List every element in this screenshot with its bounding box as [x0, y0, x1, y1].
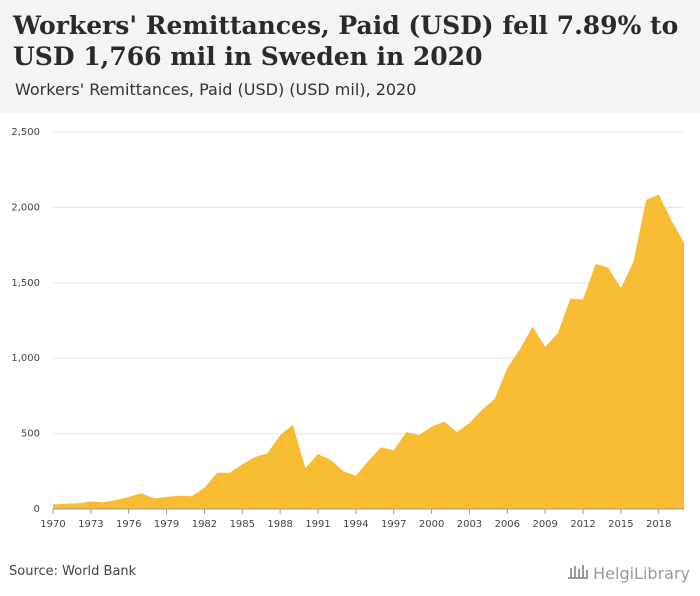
y-tick-label: 2,500 [11, 127, 40, 138]
header-banner: Workers' Remittances, Paid (USD) fell 7.… [0, 0, 700, 113]
series-area [53, 194, 684, 509]
x-tick-label: 1985 [230, 519, 255, 530]
y-tick-label: 0 [34, 504, 40, 515]
y-tick-label: 1,000 [11, 353, 40, 364]
x-tick-label: 2018 [646, 519, 671, 530]
brand-logo: HelgiLibrary [567, 562, 690, 584]
x-tick-label: 2015 [608, 519, 633, 530]
x-tick-label: 1976 [116, 519, 141, 530]
x-tick-label: 2006 [495, 519, 520, 530]
y-tick-label: 1,500 [11, 278, 40, 289]
x-tick-label: 2000 [419, 519, 444, 530]
x-tick-label: 2003 [457, 519, 482, 530]
x-tick-label: 1997 [381, 519, 406, 530]
chart-title: Workers' Remittances, Paid (USD) fell 7.… [13, 11, 679, 71]
chart-subtitle: Workers' Remittances, Paid (USD) (USD mi… [15, 80, 417, 99]
x-tick-label: 1979 [154, 519, 179, 530]
brand-name: HelgiLibrary [593, 563, 690, 583]
x-tick-label: 2012 [570, 519, 595, 530]
x-tick-label: 1970 [40, 519, 65, 530]
library-building-icon [567, 562, 589, 584]
area-chart: 0 500 1,000 1,500 2,000 2,500 1970 1973 1976 1979… [11, 127, 684, 530]
y-tick-label: 2,000 [11, 202, 40, 213]
x-tick-label: 2009 [532, 519, 557, 530]
y-tick-label: 500 [21, 429, 40, 440]
x-tick-label: 1994 [343, 519, 368, 530]
source-note: Source: World Bank [9, 564, 137, 579]
x-tick-label: 1991 [305, 519, 330, 530]
x-tick-label: 1982 [192, 519, 217, 530]
x-tick-label: 1973 [78, 519, 103, 530]
x-tick-label: 1988 [267, 519, 292, 530]
